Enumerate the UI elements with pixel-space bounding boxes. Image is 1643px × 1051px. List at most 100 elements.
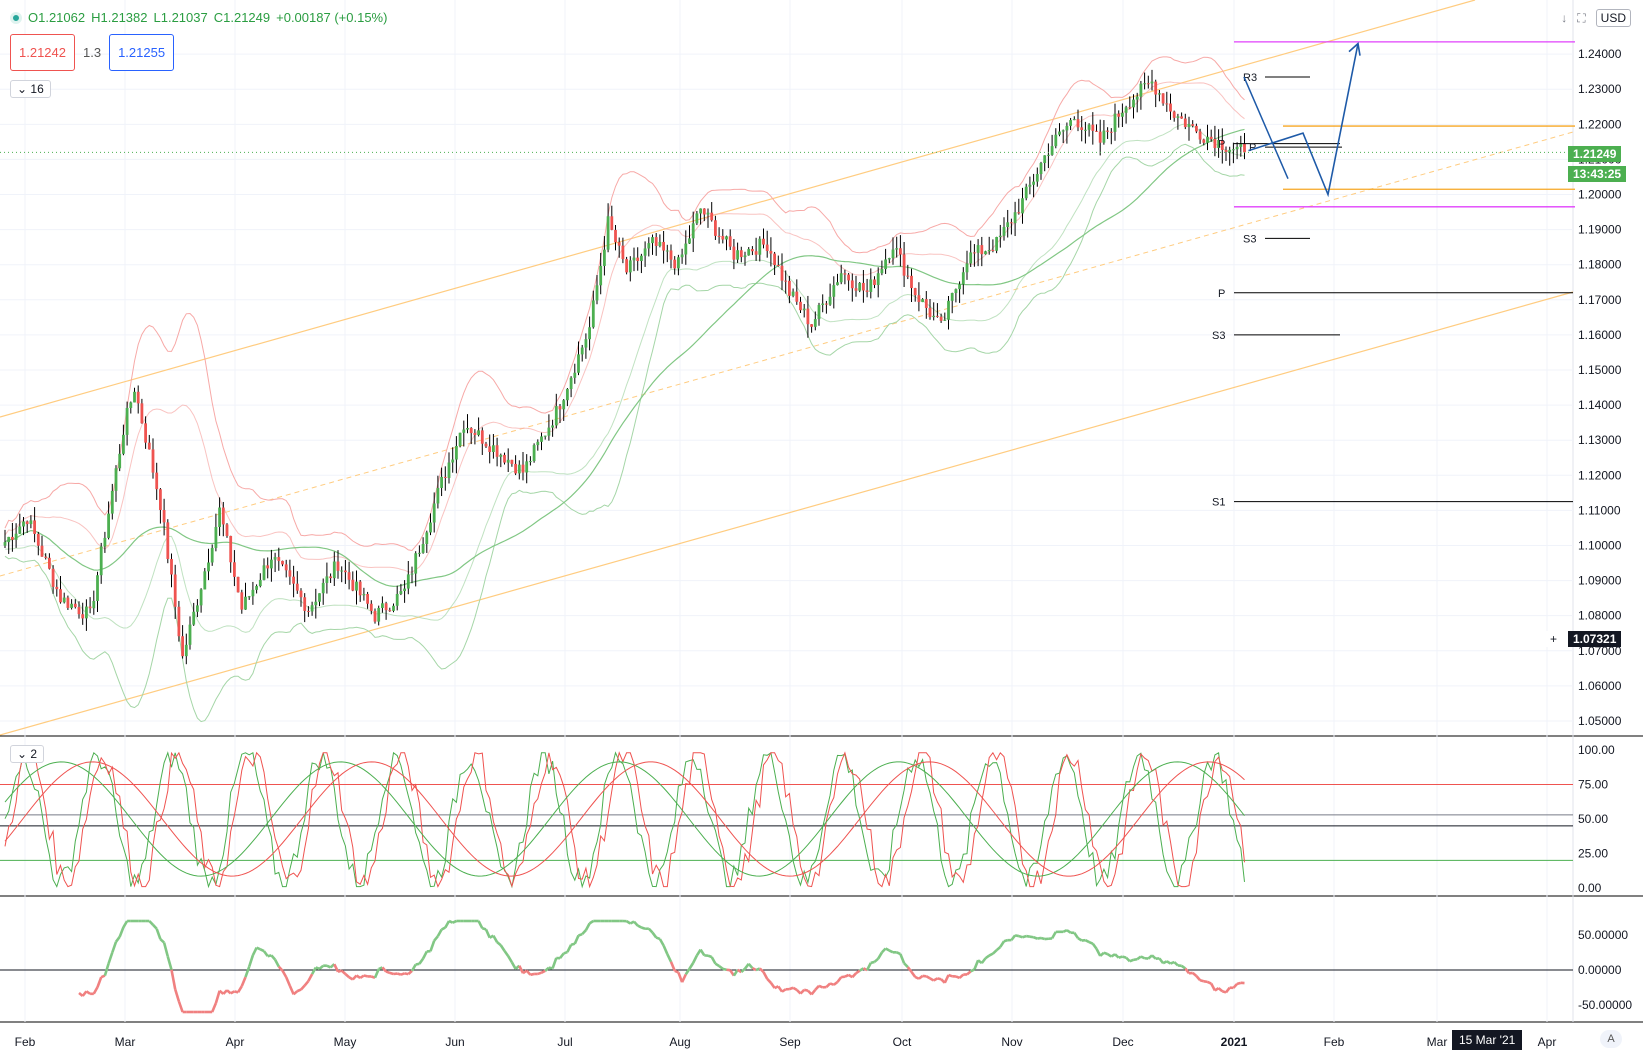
spread-value: 1.3 (83, 45, 102, 60)
momentum-segment (792, 986, 798, 991)
momentum-segment (1018, 934, 1023, 939)
candle-up (680, 254, 684, 258)
y-tick-label: 1.17000 (1578, 293, 1622, 307)
candle-up (577, 354, 580, 373)
candle-up (1150, 81, 1154, 84)
momentum-segment (707, 954, 713, 959)
momentum-segment (855, 969, 861, 975)
currency-button[interactable]: USD (1595, 9, 1631, 27)
momentum-segment (732, 969, 739, 977)
momentum-segment (680, 973, 687, 983)
candle-up (562, 400, 566, 410)
candle-up (1039, 163, 1043, 175)
bollinger-bands (4, 56, 1245, 723)
arrow-down-icon[interactable]: ↓ (1561, 11, 1568, 25)
x-tick-label: Feb (15, 1035, 36, 1049)
momentum-segment (629, 920, 635, 925)
momentum-segment (370, 975, 376, 979)
auto-scale-button[interactable]: A (1600, 1030, 1622, 1048)
momentum-segment (851, 972, 857, 979)
candle-down (843, 273, 847, 275)
buy-button[interactable]: 1.21255 (109, 34, 175, 71)
candle-up (517, 464, 521, 474)
momentum-segment (884, 947, 890, 952)
candle-down (1161, 93, 1165, 104)
momentum-segment (588, 919, 594, 925)
momentum-segment (684, 968, 691, 976)
momentum-segment (152, 923, 158, 930)
momentum-segment (1166, 960, 1172, 965)
candle-up (536, 441, 540, 446)
candle-up (310, 605, 314, 612)
momentum-segment (755, 967, 761, 972)
candle-down (799, 301, 802, 311)
momentum-segment (503, 950, 510, 957)
candle-up (432, 503, 436, 523)
chevron-down-icon: ⌄ (17, 747, 28, 761)
add-alert-icon[interactable]: + (1545, 631, 1563, 647)
candle-down (1209, 136, 1213, 140)
momentum-segment (292, 990, 299, 996)
candle-up (606, 216, 610, 250)
momentum-segment (1203, 980, 1208, 984)
candle-down (928, 307, 932, 318)
momentum-segment (522, 969, 528, 975)
candle-up (1235, 146, 1239, 150)
candle-up (96, 575, 99, 601)
momentum-segment (481, 927, 487, 931)
candle-down (11, 536, 14, 540)
momentum-segment (578, 932, 583, 937)
momentum-segment (1214, 987, 1220, 992)
candle-up (184, 644, 188, 657)
pivot-label: P (1249, 142, 1256, 154)
momentum-segment (507, 955, 514, 963)
candle-up (103, 537, 107, 547)
candle-down (388, 610, 392, 612)
candle-down (558, 406, 562, 410)
candle-down (899, 248, 902, 255)
candle-up (1239, 143, 1243, 147)
momentum-segment (262, 950, 269, 957)
indicators-toggle-main[interactable]: ⌄ 16 (10, 80, 51, 98)
x-tick-label: Feb (1324, 1035, 1345, 1049)
candle-down (307, 610, 310, 612)
momentum-segment (433, 935, 439, 942)
y-tick-label: 1.15000 (1578, 363, 1622, 377)
candle-down (936, 315, 939, 317)
momentum-segment (1010, 934, 1017, 941)
candle-up (921, 299, 924, 303)
candle-up (529, 461, 532, 463)
indicators-toggle-osc[interactable]: ⌄ 2 (10, 745, 45, 763)
momentum-segment (484, 928, 491, 939)
candle-up (85, 606, 88, 619)
momentum-segment (655, 936, 661, 941)
momentum-segment (285, 976, 292, 987)
momentum-segment (259, 948, 265, 953)
momentum-segment (1221, 989, 1227, 994)
candle-down (240, 592, 244, 610)
x-tick-label: Mar (115, 1035, 136, 1049)
momentum-segment (1129, 958, 1134, 963)
y-tick-label: 1.07000 (1578, 644, 1622, 658)
candle-down (1095, 130, 1098, 132)
momentum-segment (1158, 957, 1165, 965)
crosshair-date: 15 Mar '21 (1452, 1030, 1523, 1050)
bid-ask-panel: 1.21242 1.3 1.21255 (10, 34, 175, 71)
chevron-down-icon: ⌄ (17, 82, 28, 96)
momentum-tick-label: 50.00000 (1578, 928, 1628, 942)
candle-up (891, 249, 895, 259)
candle-down (521, 464, 525, 473)
candle-down (784, 280, 788, 282)
candle-up (325, 576, 329, 583)
momentum-segment (769, 982, 776, 989)
candle-up (255, 586, 258, 590)
candle-down (910, 275, 913, 289)
candle-up (188, 624, 192, 645)
sell-button[interactable]: 1.21242 (10, 34, 75, 71)
momentum-segment (177, 1000, 184, 1013)
candle-down (673, 259, 677, 269)
momentum-segment (558, 952, 565, 959)
maximize-icon[interactable]: ⛶ (1577, 10, 1586, 25)
candle-up (466, 427, 469, 430)
